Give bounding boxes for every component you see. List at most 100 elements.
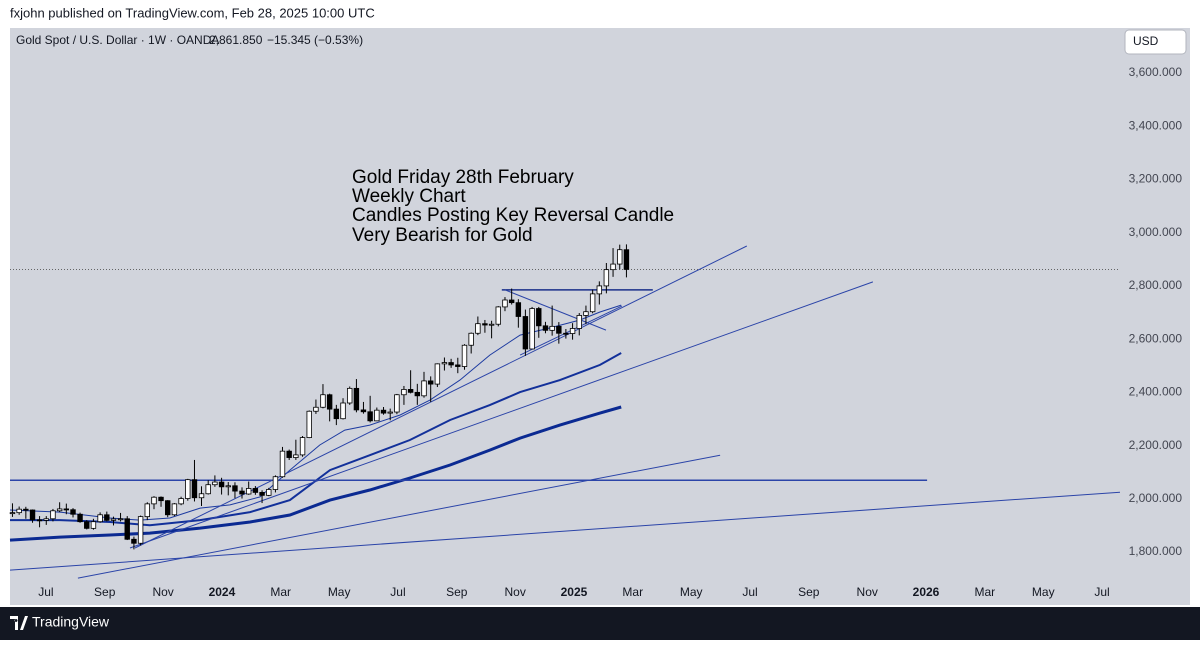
legend-symbol: Gold Spot / U.S. Dollar · 1W · OANDA xyxy=(16,33,219,47)
x-tick-label: Sep xyxy=(94,585,116,599)
candle-body xyxy=(299,437,306,456)
candle-body xyxy=(266,489,272,496)
candle-body xyxy=(110,518,117,521)
candle-body xyxy=(218,481,225,488)
candle-body xyxy=(104,514,110,521)
candle-body xyxy=(407,389,414,393)
candle-body xyxy=(245,488,252,495)
candle-body xyxy=(259,492,265,496)
candle-body xyxy=(171,503,178,516)
candle-body xyxy=(9,512,16,515)
candle-body xyxy=(536,308,542,327)
candle-body xyxy=(252,488,259,493)
candle-body xyxy=(387,411,393,414)
candle-body xyxy=(320,394,326,408)
candle-body xyxy=(286,450,292,458)
candle-body xyxy=(589,293,596,313)
candle-body xyxy=(542,325,549,331)
annotation-line: Weekly Chart xyxy=(352,186,466,207)
candle-body xyxy=(191,479,198,499)
candle-body xyxy=(29,509,36,521)
legend-change: −15.345 (−0.53%) xyxy=(267,33,363,47)
x-tick-label: Jul xyxy=(38,585,53,599)
candle-body xyxy=(461,344,468,367)
candle-body xyxy=(502,299,508,308)
candle-body xyxy=(623,249,630,270)
candle-body xyxy=(124,518,130,540)
candle-body xyxy=(367,411,373,422)
y-tick-label: 2,200.000 xyxy=(1129,438,1183,452)
x-tick-label: May xyxy=(328,585,351,599)
y-tick-label: 3,400.000 xyxy=(1129,118,1183,132)
candle-body xyxy=(576,315,582,329)
candle-body xyxy=(43,518,49,521)
annotation-line: Candles Posting Key Reversal Candle xyxy=(352,205,674,226)
candle-body xyxy=(84,521,90,529)
x-tick-label: Mar xyxy=(974,585,995,599)
candle-body xyxy=(306,410,312,438)
candle-body xyxy=(165,500,171,516)
candle-body xyxy=(522,316,529,350)
currency-label[interactable]: USD xyxy=(1133,34,1159,48)
x-tick-label: Jul xyxy=(742,585,757,599)
candle-body xyxy=(144,503,150,518)
candle-body xyxy=(610,263,616,271)
candle-body xyxy=(63,508,70,511)
candle-body xyxy=(16,508,22,514)
tv-logo[interactable] xyxy=(10,616,28,630)
candle-body xyxy=(185,479,191,499)
candle-body xyxy=(374,409,380,422)
candle-body xyxy=(360,409,367,413)
x-tick-label: Jul xyxy=(1094,585,1109,599)
candle-body xyxy=(508,299,515,304)
annotation-line: Very Bearish for Gold xyxy=(352,225,533,246)
y-tick-label: 3,600.000 xyxy=(1129,65,1183,79)
footer-brand[interactable]: TradingView xyxy=(32,614,110,630)
plot: 1,800.000 2,000.000 2,200.000 2,400.000 2,60… xyxy=(9,65,1183,605)
currency-button[interactable] xyxy=(1124,29,1187,55)
y-tick-label: 2,400.000 xyxy=(1129,385,1183,399)
candle-body xyxy=(117,518,124,521)
candle-body xyxy=(198,493,205,499)
candle-body xyxy=(603,269,610,287)
candle-body xyxy=(434,363,441,385)
candle-body xyxy=(232,485,238,492)
y-tick-label: 2,800.000 xyxy=(1129,278,1183,292)
candle-body xyxy=(427,380,434,385)
candle-body xyxy=(293,454,299,458)
y-tick-label: 2,000.000 xyxy=(1129,491,1183,505)
candle-body xyxy=(563,332,569,335)
candle-body xyxy=(205,484,211,495)
line-series xyxy=(77,454,721,579)
candle-body xyxy=(36,519,43,522)
x-tick-label: 2024 xyxy=(209,585,236,599)
x-tick-label: Mar xyxy=(270,585,291,599)
candle-body xyxy=(77,513,83,523)
line-series xyxy=(134,245,748,549)
candle-body xyxy=(448,362,454,366)
publish-header: fxjohn published on TradingView.com, Feb… xyxy=(10,5,375,20)
candle-body xyxy=(569,328,576,334)
x-tick-label: 2026 xyxy=(913,585,940,599)
candle-body xyxy=(475,323,481,334)
x-tick-label: Sep xyxy=(446,585,468,599)
y-tick-label: 3,200.000 xyxy=(1129,172,1183,186)
candle-body xyxy=(158,496,164,502)
x-tick-label: Nov xyxy=(505,585,526,599)
candle-body xyxy=(495,306,501,325)
candle-body xyxy=(50,510,56,520)
candle-body xyxy=(441,362,448,365)
candle-body xyxy=(515,302,522,317)
candle-body xyxy=(225,485,231,488)
candle-body xyxy=(340,402,346,420)
x-tick-label: Nov xyxy=(857,585,878,599)
x-tick-label: Sep xyxy=(798,585,820,599)
line-series xyxy=(504,289,607,331)
candle-body xyxy=(583,311,589,316)
candle-body xyxy=(529,308,535,350)
candle-body xyxy=(279,450,286,478)
candle-body xyxy=(468,332,474,346)
candle-body xyxy=(97,514,103,523)
